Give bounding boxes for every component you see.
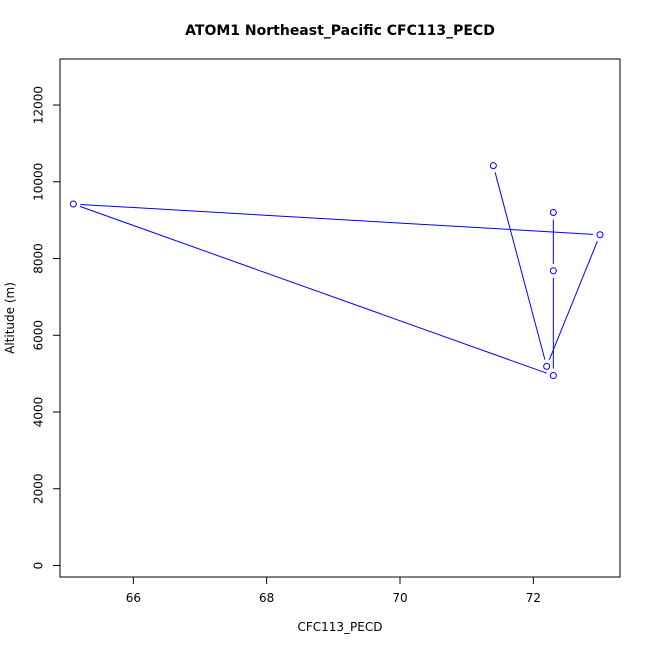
y-axis: 0 2000 4000 6000 8000 10000 12000 <box>32 86 61 569</box>
plot-frame <box>59 58 621 578</box>
y-tick-label: 10000 <box>32 163 46 201</box>
chart-title: ATOM1 Northeast_Pacific CFC113_PECD <box>185 23 495 39</box>
data-series <box>69 162 604 380</box>
data-point <box>596 231 604 239</box>
x-axis: 66 68 70 72 <box>126 576 541 605</box>
data-point <box>549 208 557 216</box>
data-point <box>489 162 497 170</box>
data-point <box>549 372 557 380</box>
y-tick-label: 2000 <box>32 473 46 504</box>
y-tick-label: 8000 <box>32 243 46 274</box>
y-tick-label: 6000 <box>32 320 46 351</box>
x-axis-label: CFC113_PECD <box>297 620 382 634</box>
series-line-segment <box>548 241 598 361</box>
y-tick-label: 0 <box>32 562 46 570</box>
x-tick-label: 72 <box>526 591 541 605</box>
y-tick-label: 4000 <box>32 397 46 428</box>
y-axis-label: Altitude (m) <box>3 282 17 354</box>
data-point <box>543 362 551 370</box>
series-line-segment <box>494 172 546 360</box>
x-tick-label: 66 <box>126 591 141 605</box>
series-line-segment <box>79 205 547 374</box>
series-line-segment <box>80 203 594 235</box>
data-point <box>69 200 77 208</box>
data-point <box>549 267 557 275</box>
x-tick-label: 68 <box>259 591 274 605</box>
y-tick-label: 12000 <box>32 86 46 124</box>
x-tick-label: 70 <box>392 591 407 605</box>
